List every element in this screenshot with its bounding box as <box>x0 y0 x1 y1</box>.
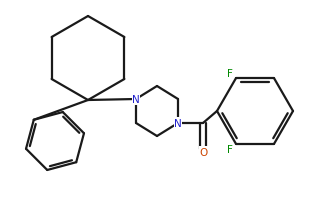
Text: N: N <box>174 118 182 128</box>
Text: F: F <box>227 69 233 79</box>
Text: N: N <box>132 95 140 104</box>
Text: O: O <box>200 147 208 157</box>
Text: F: F <box>227 144 233 154</box>
